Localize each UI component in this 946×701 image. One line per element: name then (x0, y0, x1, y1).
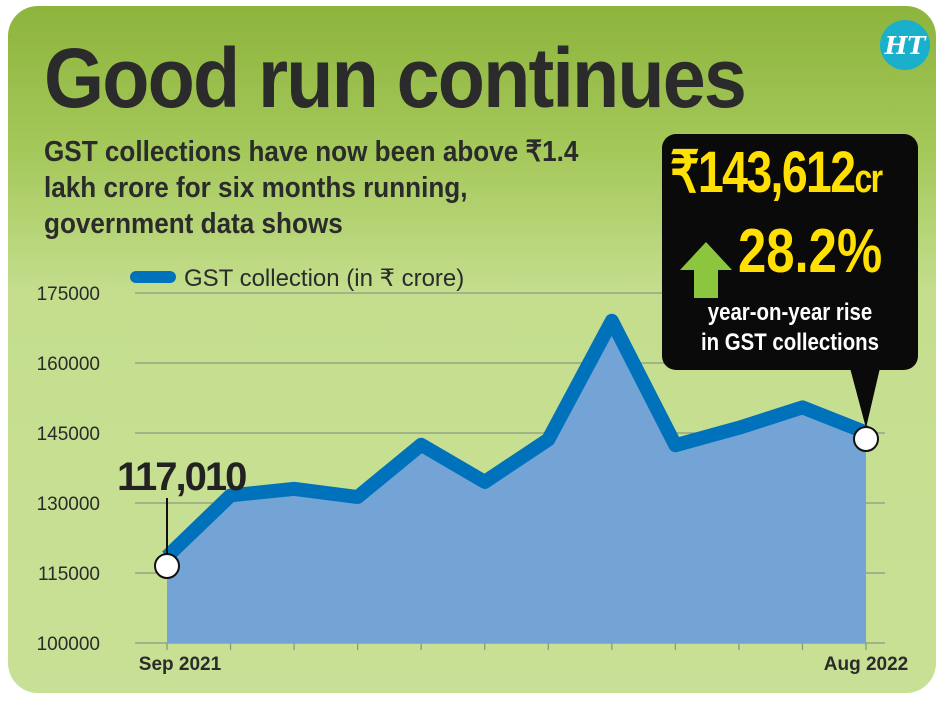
x-tick-label: Aug 2022 (824, 654, 908, 675)
desc-line1: year-on-year rise (707, 299, 873, 326)
series-line (162, 313, 869, 562)
y-tick-label: 160000 (37, 354, 100, 375)
y-tick-label: 100000 (37, 634, 100, 655)
y-tick-label: 115000 (38, 564, 100, 585)
amount-unit: cr (854, 157, 883, 201)
end-marker (853, 426, 879, 452)
y-tick-label: 175000 (37, 284, 100, 305)
legend-label: GST collection (in ₹ crore) (184, 265, 464, 292)
callout-pointer (850, 368, 880, 428)
area-fill (167, 327, 866, 643)
start-value-label: 117,010 (117, 455, 246, 499)
ht-logo: HT (880, 20, 930, 70)
y-tick-label: 145000 (37, 424, 100, 445)
desc-line2: in GST collections (701, 329, 879, 356)
amount-value: ₹143,612 (670, 140, 856, 205)
y-tick-label: 130000 (37, 494, 100, 515)
start-marker (154, 553, 180, 579)
chart-title: Good run continues (44, 31, 747, 125)
chart-subtitle: GST collections have now been above ₹1.4… (44, 136, 579, 240)
callout-description: year-on-year rise in GST collections (681, 298, 899, 358)
callout-change: 28.2% (738, 217, 883, 286)
up-arrow-icon (680, 242, 732, 298)
callout-box: ₹143,612cr 28.2% year-on-year rise in GS… (662, 134, 918, 370)
x-tick-label: Sep 2021 (139, 654, 222, 675)
callout-amount: ₹143,612cr (670, 138, 883, 206)
